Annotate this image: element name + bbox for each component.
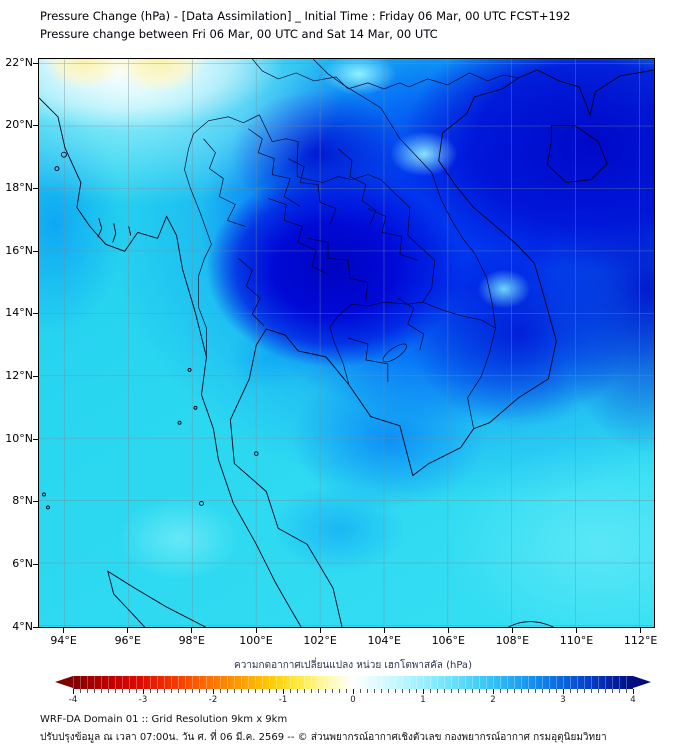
coastline-layer	[39, 69, 654, 627]
page-subtitle: Pressure change between Fri 06 Mar, 00 U…	[40, 27, 438, 41]
lon-tick-label: 96°E	[114, 634, 142, 647]
lat-tick-label: 10°N	[5, 432, 33, 445]
lon-tick-label: 94°E	[50, 634, 77, 647]
colorbar-tick-label: 0	[338, 689, 368, 705]
lat-tick-label: 16°N	[5, 244, 33, 257]
colorbar-tick-label: 2	[478, 689, 508, 705]
colorbar-right-arrow	[633, 676, 651, 688]
pressure-change-map	[38, 58, 655, 628]
footer-domain-info: WRF-DA Domain 01 :: Grid Resolution 9km …	[40, 714, 288, 725]
graticule-lines	[39, 59, 654, 627]
lon-tick-label: 104°E	[367, 634, 401, 647]
page-title: Pressure Change (hPa) - [Data Assimilati…	[40, 9, 571, 23]
lat-tick-label: 12°N	[5, 369, 33, 382]
map-overlay-svg	[39, 59, 654, 627]
colorbar-gradient	[73, 676, 633, 689]
lat-tick-label: 14°N	[5, 306, 33, 319]
colorbar-left-arrow	[55, 676, 73, 688]
colorbar-tick-label: 3	[548, 689, 578, 705]
lat-tick-label: 20°N	[5, 118, 33, 131]
colorbar-title: ความกดอากาศเปลี่ยนแปลง หน่วย เฮกโตพาสคัล…	[234, 660, 472, 671]
colorbar-tick-label: 4	[618, 689, 648, 705]
footer-update-info: ปรับปรุงข้อมูล ณ เวลา 07:00น. วัน ศ. ที่…	[40, 732, 607, 743]
lon-tick-label: 112°E	[623, 634, 658, 647]
lat-tick-label: 8°N	[12, 494, 33, 507]
lat-tick-label: 18°N	[5, 181, 33, 194]
lat-tick-label: 22°N	[5, 56, 33, 69]
colorbar-tick-label: -2	[198, 689, 228, 705]
colorbar	[55, 676, 651, 689]
border-layer	[184, 59, 519, 429]
lon-tick-label: 98°E	[178, 634, 206, 647]
lat-tick-label: 4°N	[12, 620, 33, 633]
colorbar-tick-label: -3	[128, 689, 158, 705]
lon-tick-label: 108°E	[495, 634, 530, 647]
colorbar-tick-label: -1	[268, 689, 298, 705]
lon-tick-label: 100°E	[239, 634, 273, 647]
lat-tick-label: 6°N	[12, 557, 33, 570]
lon-tick-label: 106°E	[431, 634, 466, 647]
colorbar-tick-label: -4	[58, 689, 88, 705]
colorbar-tick-label: 1	[408, 689, 438, 705]
lon-tick-label: 102°E	[303, 634, 337, 647]
lon-tick-label: 110°E	[559, 634, 594, 647]
